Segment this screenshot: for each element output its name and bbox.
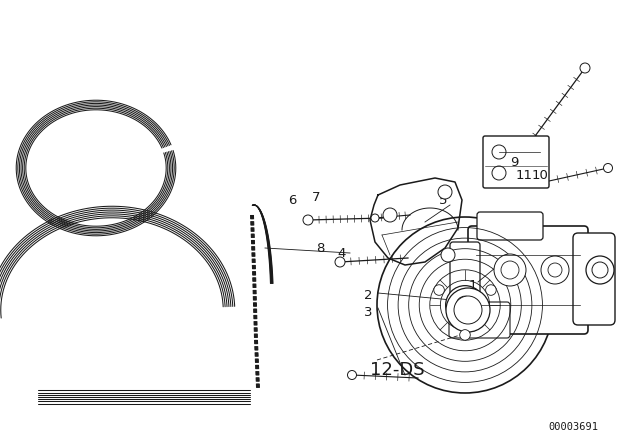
Text: 12-DS: 12-DS — [370, 361, 424, 379]
Circle shape — [492, 145, 506, 159]
Circle shape — [586, 256, 614, 284]
Text: 5: 5 — [439, 194, 447, 207]
Text: 8: 8 — [316, 241, 324, 254]
Text: 00003691: 00003691 — [548, 422, 598, 432]
Circle shape — [541, 256, 569, 284]
Text: 1: 1 — [468, 279, 477, 292]
Text: 11: 11 — [515, 168, 532, 181]
Text: 9: 9 — [510, 155, 518, 168]
FancyBboxPatch shape — [449, 302, 510, 338]
Circle shape — [303, 215, 313, 225]
Circle shape — [371, 214, 379, 222]
FancyBboxPatch shape — [450, 242, 480, 318]
Circle shape — [460, 330, 470, 340]
Circle shape — [446, 288, 490, 332]
Text: 10: 10 — [532, 168, 548, 181]
Circle shape — [456, 296, 474, 314]
Circle shape — [438, 185, 452, 199]
Circle shape — [377, 217, 553, 393]
Text: 6: 6 — [288, 194, 296, 207]
Circle shape — [441, 248, 455, 262]
FancyBboxPatch shape — [477, 212, 543, 240]
FancyBboxPatch shape — [483, 136, 549, 188]
Circle shape — [335, 257, 345, 267]
Circle shape — [580, 63, 590, 73]
Circle shape — [445, 286, 484, 324]
Circle shape — [604, 164, 612, 172]
Circle shape — [494, 254, 526, 286]
Text: 2: 2 — [364, 289, 372, 302]
Circle shape — [348, 370, 356, 379]
Circle shape — [383, 208, 397, 222]
Circle shape — [434, 285, 444, 295]
Text: 7: 7 — [312, 190, 320, 203]
Circle shape — [486, 285, 496, 295]
FancyBboxPatch shape — [468, 226, 588, 334]
Circle shape — [492, 166, 506, 180]
FancyBboxPatch shape — [573, 233, 615, 325]
Text: 3: 3 — [364, 306, 372, 319]
Text: 4: 4 — [338, 246, 346, 259]
Circle shape — [454, 296, 482, 324]
